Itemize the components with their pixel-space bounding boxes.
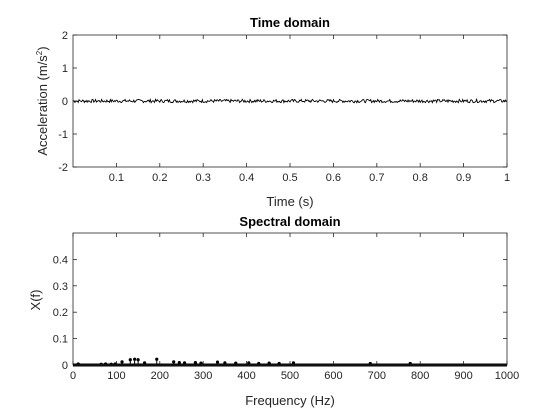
time-domain-frame xyxy=(72,34,508,168)
spectrum-stem-marker xyxy=(155,357,159,361)
spectrum-stem-marker xyxy=(215,360,220,364)
y-tick-label: 2 xyxy=(62,30,68,42)
spectrum-stem-marker xyxy=(257,361,261,366)
y-tick-label: 0 xyxy=(62,360,68,372)
spectrum-stem-marker xyxy=(408,361,412,366)
spectrum-stem-marker xyxy=(193,361,197,365)
spectrum-stem-marker xyxy=(199,361,203,365)
x-tick-label: 0.7 xyxy=(369,172,384,184)
spectrum-stem-marker xyxy=(234,361,238,365)
y-tick-label: 0.1 xyxy=(53,334,68,346)
y-tick-label: 0.2 xyxy=(53,307,68,319)
spectrum-stem-marker xyxy=(368,361,372,366)
spectrum-stem-marker xyxy=(247,361,251,365)
time-domain-ylabel: Acceleration (m/s2) xyxy=(35,46,50,155)
x-tick-label: 1 xyxy=(504,172,510,184)
x-tick-label: 300 xyxy=(194,370,212,382)
x-tick-label: 0.1 xyxy=(109,172,124,184)
x-tick-label: 600 xyxy=(324,370,342,382)
y-tick-label: -1 xyxy=(58,129,68,141)
time-domain-title: Time domain xyxy=(250,15,330,30)
spectral-domain-frame xyxy=(72,232,508,366)
x-tick-label: 0.8 xyxy=(413,172,428,184)
x-tick-label: 500 xyxy=(281,370,299,382)
spectrum-stem-marker xyxy=(267,361,271,365)
spectrum-stem-marker xyxy=(136,358,140,362)
x-tick-label: 0.6 xyxy=(326,172,341,184)
x-tick-label: 100 xyxy=(107,370,125,382)
y-tick-label: 0.4 xyxy=(53,254,68,266)
spectral-domain-ylabel: X(f) xyxy=(28,290,43,311)
spectrum-stem-marker xyxy=(291,361,296,365)
time-domain-xlabel: Time (s) xyxy=(266,194,313,209)
spectral-domain-axes: Spectral domain Frequency (Hz) X(f) 0 100… xyxy=(28,214,519,408)
x-tick-label: 0.3 xyxy=(196,172,211,184)
spectral-domain-xlabel: Frequency (Hz) xyxy=(245,393,335,408)
spectrum-stem-marker xyxy=(133,357,137,361)
time-domain-signal-line xyxy=(72,97,508,104)
x-tick-label: 0.5 xyxy=(282,172,297,184)
y-tick-label: 0 xyxy=(62,96,68,108)
x-tick-label: 1000 xyxy=(495,370,519,382)
spectrum-stem-marker xyxy=(143,361,147,365)
x-tick-label: 0.4 xyxy=(239,172,254,184)
x-tick-label: 0.2 xyxy=(152,172,167,184)
x-tick-label: 0.9 xyxy=(456,172,471,184)
x-tick-label: 800 xyxy=(411,370,429,382)
spectrum-stem-marker xyxy=(128,358,132,362)
y-tick-label: 1 xyxy=(62,63,68,75)
spectrum-stem-marker xyxy=(223,361,227,365)
spectrum-stem-marker xyxy=(120,360,124,364)
x-tick-label: 400 xyxy=(237,370,255,382)
spectrum-stem-marker xyxy=(277,361,281,366)
x-tick-label: 0 xyxy=(70,370,76,382)
y-tick-label: -2 xyxy=(58,162,68,174)
time-domain-axes: Time domain Time (s) Acceleration (m/s2)… xyxy=(35,15,510,209)
spectrum-stem-marker xyxy=(182,361,187,365)
x-tick-label: 900 xyxy=(454,370,472,382)
spectrum-stem-marker xyxy=(177,361,181,365)
x-tick-label: 200 xyxy=(151,370,169,382)
x-tick-label: 700 xyxy=(368,370,386,382)
spectral-domain-title: Spectral domain xyxy=(239,214,340,229)
spectrum-stem-marker xyxy=(172,360,176,364)
y-tick-label: 0.3 xyxy=(53,281,68,293)
